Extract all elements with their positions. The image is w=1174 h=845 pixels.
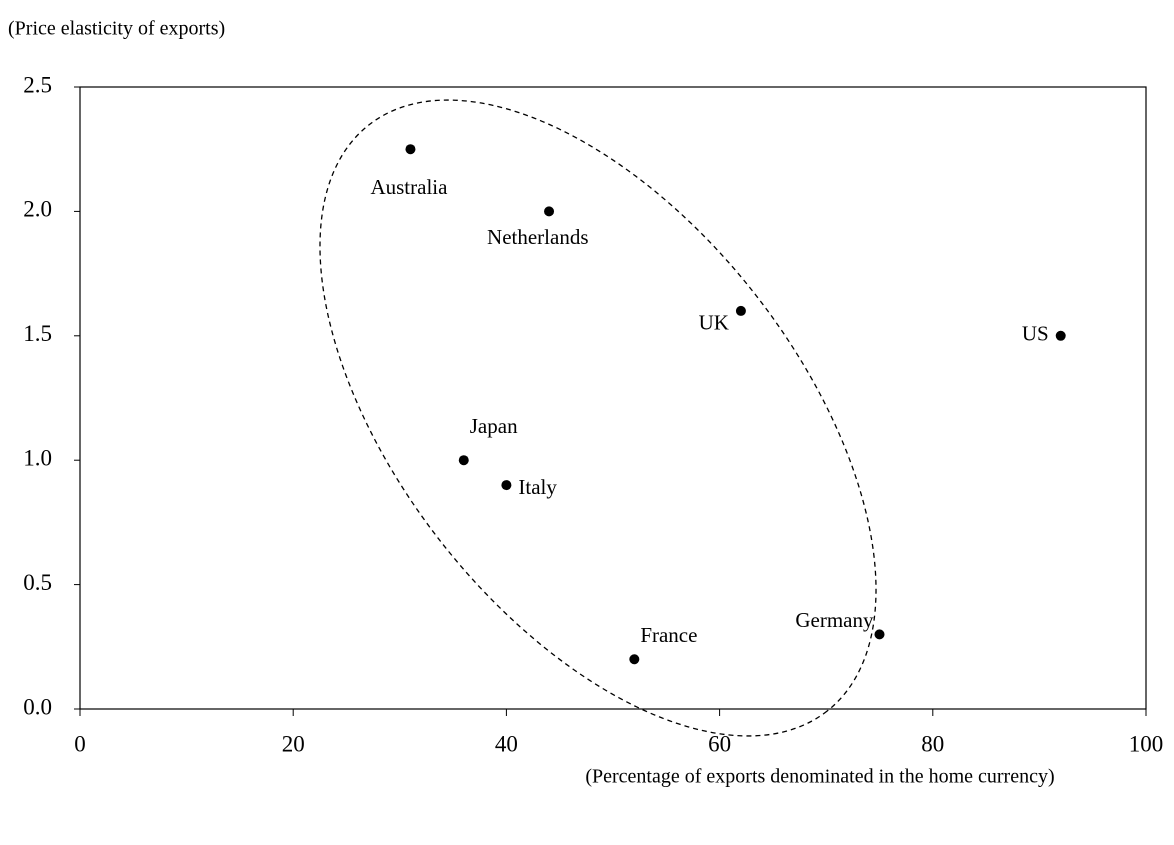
point — [874, 629, 885, 640]
point — [458, 455, 469, 466]
point-label: Italy — [518, 475, 557, 499]
x-tick-label: 20 — [282, 731, 305, 756]
y-tick-label: 1.0 — [23, 445, 52, 470]
x-tick-label: 100 — [1129, 731, 1164, 756]
y-tick-label: 0.0 — [23, 694, 52, 719]
point — [405, 144, 416, 155]
y-tick-label: 1.5 — [23, 321, 52, 346]
point-label: Germany — [795, 608, 874, 632]
y-axis-title: (Price elasticity of exports) — [8, 18, 225, 40]
point-label: US — [1022, 322, 1049, 346]
point-label: Netherlands — [487, 225, 588, 249]
x-tick-label: 80 — [921, 731, 944, 756]
point-label: UK — [699, 311, 729, 335]
point-label: Australia — [370, 175, 448, 199]
cluster-ellipse — [319, 99, 877, 737]
plot-frame — [79, 86, 1147, 710]
y-tick-label: 0.5 — [23, 570, 52, 595]
point-label: Japan — [470, 414, 518, 438]
x-tick-label: 40 — [495, 731, 518, 756]
point — [629, 654, 640, 665]
point — [1055, 330, 1066, 341]
y-tick-label: 2.5 — [23, 72, 52, 97]
x-axis-title: (Percentage of exports denominated in th… — [585, 766, 1054, 788]
x-tick-label: 0 — [74, 731, 86, 756]
y-tick-label: 2.0 — [23, 197, 52, 222]
point-label: France — [640, 623, 697, 647]
x-tick-label: 60 — [708, 731, 731, 756]
point — [501, 480, 512, 491]
point — [544, 206, 555, 217]
point — [735, 305, 746, 316]
